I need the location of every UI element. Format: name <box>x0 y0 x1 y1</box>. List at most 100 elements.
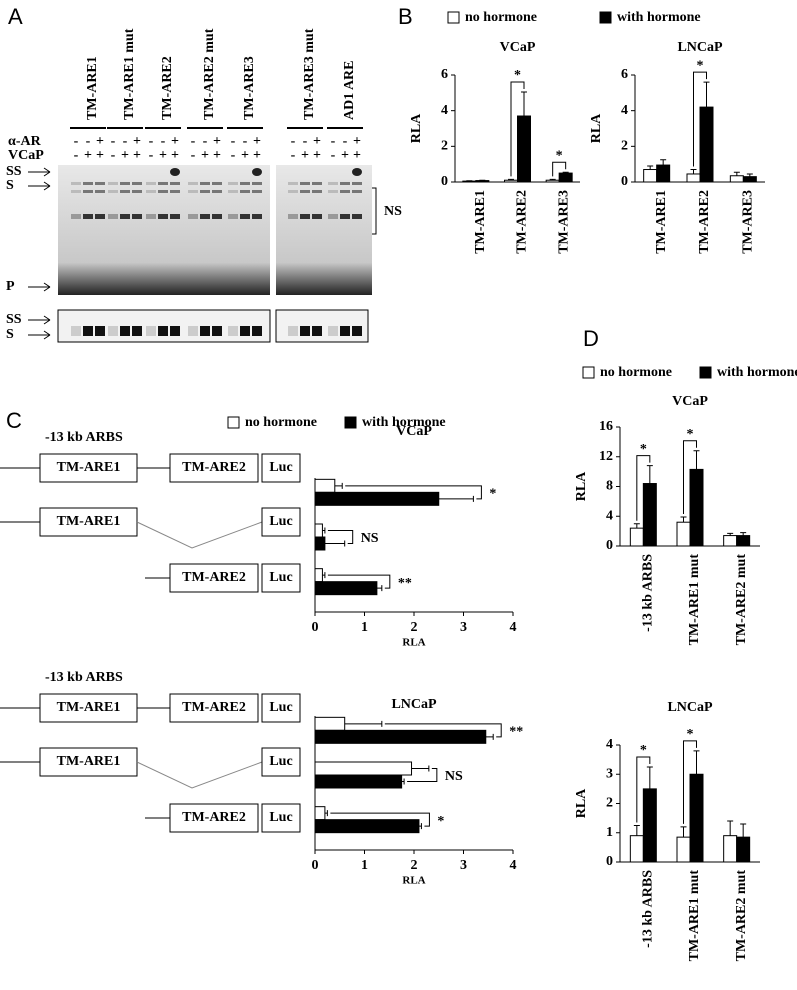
error-bar <box>344 720 383 727</box>
panel-letter: D <box>583 326 599 351</box>
gel-band <box>200 190 210 193</box>
arrow-head <box>43 167 51 177</box>
gel-band <box>146 182 156 185</box>
gel-band <box>252 326 262 336</box>
sign: + <box>84 148 92 163</box>
bar <box>729 175 744 183</box>
sign: - <box>74 148 79 163</box>
x-tick-label: 0 <box>312 620 319 635</box>
sign: + <box>96 148 104 163</box>
sign: + <box>253 148 261 163</box>
error-bar <box>324 540 346 547</box>
y-tick-label: 3 <box>606 766 613 781</box>
legend-label: with hormone <box>617 10 701 25</box>
sign: + <box>96 134 104 149</box>
gel-band <box>95 182 105 185</box>
sign: + <box>133 148 141 163</box>
legend-label: with hormone <box>362 415 446 430</box>
x-tick-label: 1 <box>361 858 368 873</box>
sign: + <box>133 134 141 149</box>
construct-box <box>261 563 301 593</box>
arrow-label: S <box>6 178 14 193</box>
bar <box>736 535 751 547</box>
gel-band <box>200 182 210 185</box>
x-tick-label: 4 <box>510 858 517 873</box>
gel-band <box>188 190 198 193</box>
significance-label: * <box>687 727 694 742</box>
legend-swatch <box>447 11 460 24</box>
gel-band <box>95 190 105 193</box>
error-bar <box>508 178 514 181</box>
gel-band <box>228 214 238 219</box>
row-label: α-AR <box>8 134 42 149</box>
significance-label: NS <box>445 769 463 784</box>
legend-swatch <box>599 11 612 24</box>
bar <box>558 172 573 183</box>
arrow-label: S <box>6 327 14 342</box>
bar <box>699 106 714 183</box>
gel-band <box>170 182 180 185</box>
significance-bracket <box>330 812 430 827</box>
x-tick-label: 2 <box>411 620 418 635</box>
y-tick-label: 0 <box>606 854 613 869</box>
gel-band <box>352 326 362 336</box>
error-bar <box>322 527 326 534</box>
bar <box>314 491 440 506</box>
sign: - <box>203 134 208 149</box>
x-tick-label: TM-ARE3 <box>741 190 756 254</box>
construct-box <box>169 803 259 833</box>
gel-band <box>212 214 222 219</box>
lane-label: TM-ARE1 mut <box>122 28 137 120</box>
x-tick-label: TM-ARE2 mut <box>734 554 749 646</box>
construct-box <box>169 693 259 723</box>
bar <box>643 169 658 183</box>
bar <box>314 568 323 583</box>
gel-image <box>57 165 372 343</box>
y-tick-label: 6 <box>621 67 628 82</box>
significance-label: * <box>697 58 704 73</box>
gel-band <box>352 168 362 176</box>
gel-band <box>170 190 180 193</box>
gel-band <box>146 190 156 193</box>
error-bar <box>322 572 326 579</box>
gel-band <box>71 326 81 336</box>
y-axis-label: RLA <box>589 113 604 143</box>
sign: + <box>353 148 361 163</box>
sign: - <box>231 148 236 163</box>
error-bar <box>746 173 753 177</box>
significance-label: * <box>556 148 563 163</box>
bar <box>314 478 336 493</box>
bar <box>686 173 701 183</box>
significance-label: * <box>514 68 521 83</box>
gel-band <box>71 190 81 193</box>
gel-band <box>340 214 350 219</box>
x-tick-label: TM-ARE2 <box>697 190 712 254</box>
error-bar <box>633 523 640 529</box>
y-tick-label: 2 <box>621 139 628 154</box>
chart-title: VCaP <box>500 40 536 55</box>
significance-bracket <box>552 161 567 177</box>
bar <box>314 806 326 821</box>
sign: - <box>243 134 248 149</box>
error-bar <box>411 765 430 772</box>
sign: + <box>253 134 261 149</box>
error-bar <box>660 159 667 166</box>
gel <box>58 165 270 295</box>
gel-band <box>132 214 142 219</box>
gel-band <box>158 190 168 193</box>
sign: + <box>353 134 361 149</box>
sign: - <box>291 134 296 149</box>
sign: - <box>191 148 196 163</box>
gel-band <box>252 168 262 176</box>
bracket-label: NS <box>384 204 402 219</box>
gel-band <box>228 326 238 336</box>
y-tick-label: 1 <box>606 825 613 840</box>
y-tick-label: 6 <box>441 67 448 82</box>
error-bar <box>680 826 687 838</box>
y-tick-label: 2 <box>441 139 448 154</box>
significance-label: NS <box>361 531 379 546</box>
sign: - <box>149 134 154 149</box>
bar <box>723 835 738 863</box>
gel-band <box>146 326 156 336</box>
gel-band <box>340 190 350 193</box>
